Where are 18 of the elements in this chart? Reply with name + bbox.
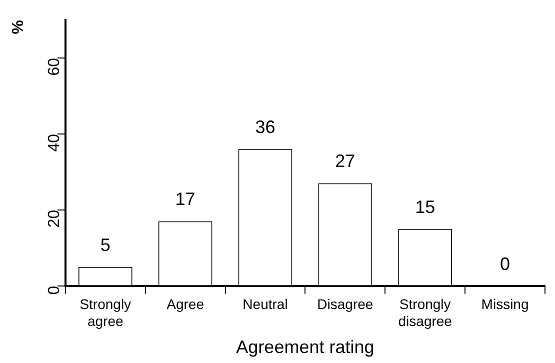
y-axis-title: % <box>10 20 28 34</box>
x-tick-label: Strongly disagree <box>398 296 452 329</box>
x-tick-label: Missing <box>481 296 529 312</box>
data-label: 27 <box>335 151 356 172</box>
y-tick-label: 40 <box>46 134 63 152</box>
x-tick-label: Neutral <box>242 296 288 312</box>
data-label: 36 <box>255 117 276 138</box>
x-tick-label: Strongly agree <box>80 296 132 329</box>
y-tick-label: 0 <box>46 286 63 295</box>
data-label: 0 <box>500 254 510 274</box>
x-tick-label: Disagree <box>317 296 374 312</box>
data-label: 17 <box>175 189 196 210</box>
x-axis-title: Agreement rating <box>236 337 374 358</box>
y-tick-label: 60 <box>46 58 63 76</box>
y-tick-label: 20 <box>46 210 63 228</box>
x-tick-label: Agree <box>166 296 204 312</box>
data-label: 5 <box>100 234 110 255</box>
data-label: 15 <box>415 196 436 217</box>
